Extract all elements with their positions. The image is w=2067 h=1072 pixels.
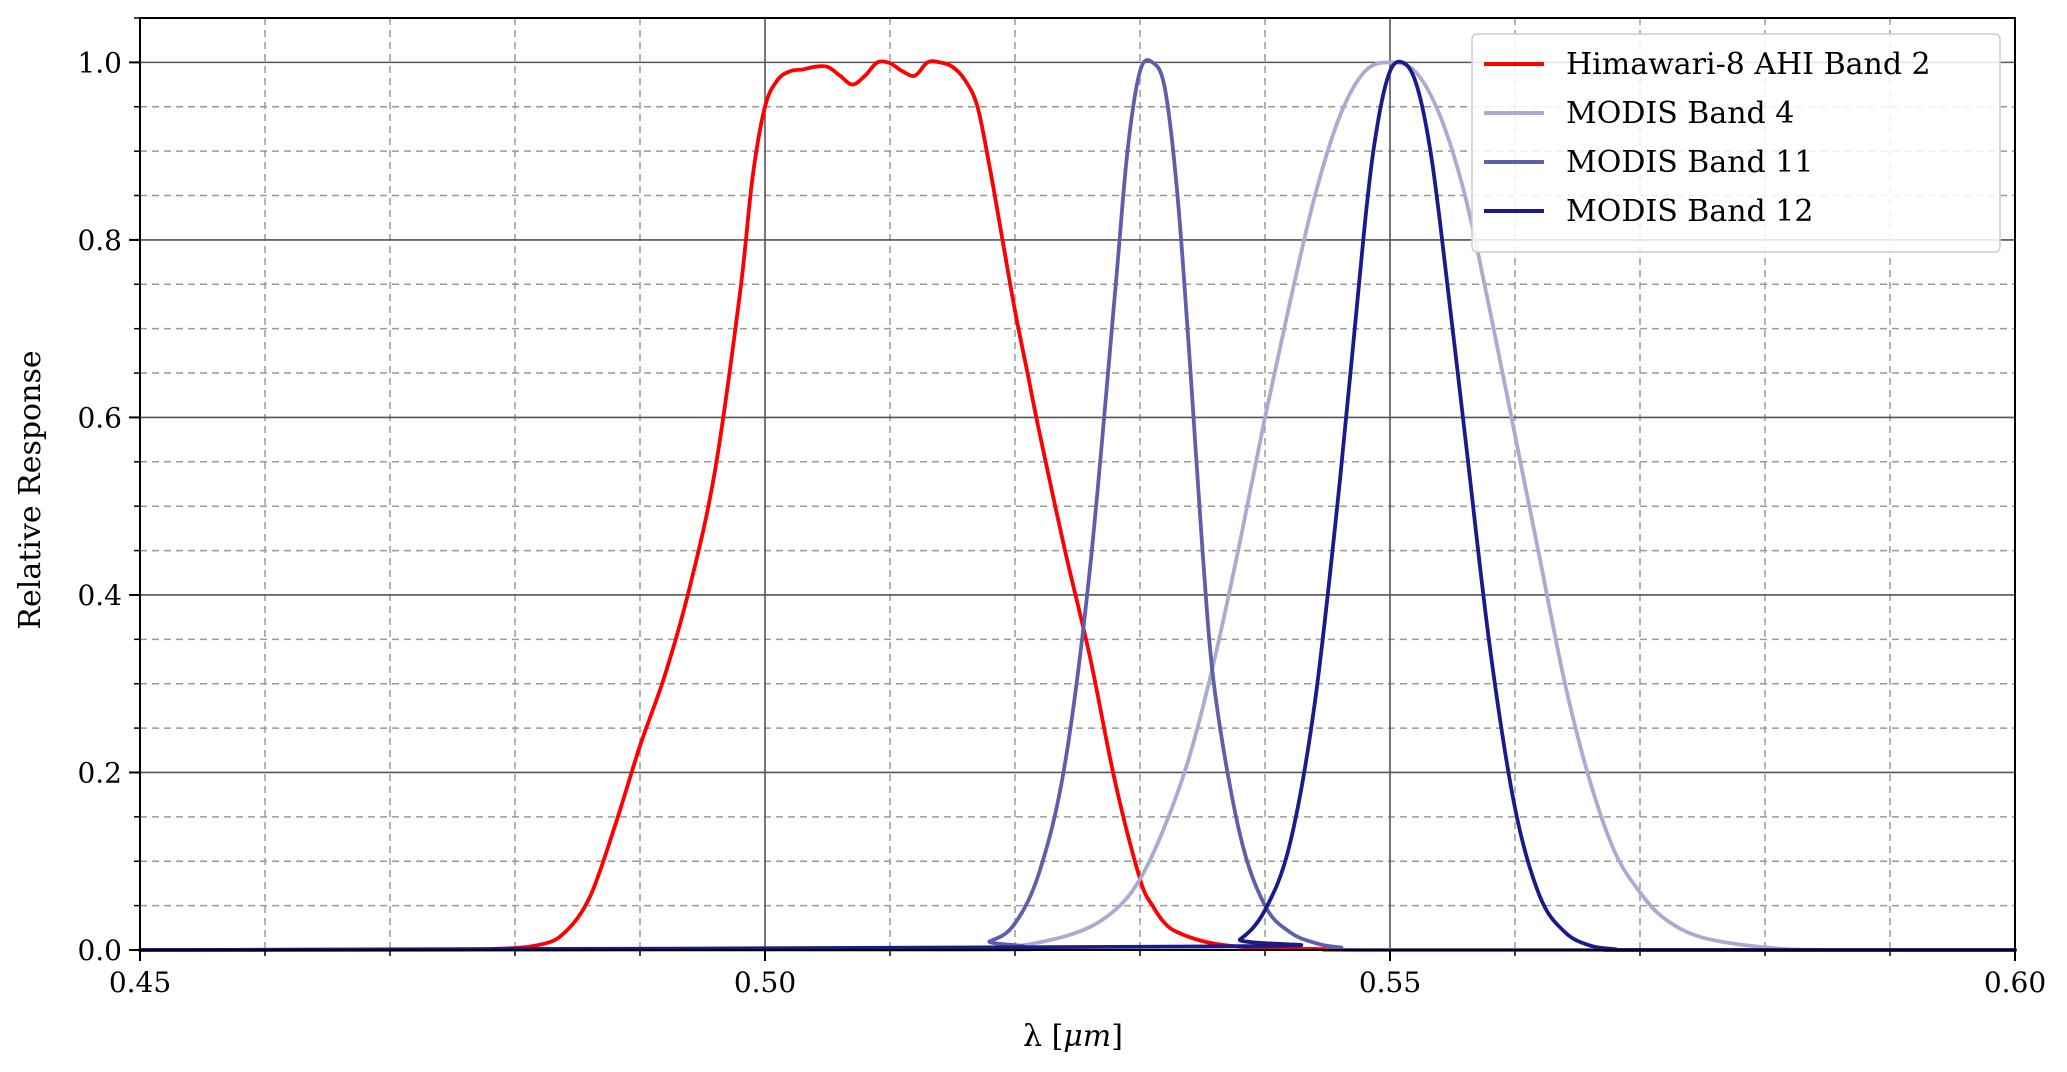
x-tick-label: 0.50 <box>734 966 796 999</box>
y-tick-label: 0.4 <box>77 579 122 612</box>
x-axis-label-prefix: λ [ <box>1023 1019 1063 1054</box>
series-line-himawari-8-ahi-band-2 <box>138 59 2017 952</box>
y-tick-label: 0.2 <box>77 756 122 789</box>
y-tick-label: 0.8 <box>77 224 122 257</box>
legend-label: Himawari-8 AHI Band 2 <box>1566 47 1931 82</box>
legend-box <box>1471 33 2001 253</box>
x-axis-label-suffix: ] <box>1111 1019 1123 1054</box>
x-axis-label: λ [μm] <box>1023 1019 1123 1054</box>
legend-label: MODIS Band 4 <box>1566 96 1794 131</box>
legend-label: MODIS Band 11 <box>1566 145 1813 180</box>
series-layer <box>138 58 2017 952</box>
x-tick-label: 0.45 <box>109 966 171 999</box>
x-tick-label: 0.60 <box>1984 966 2046 999</box>
x-tick-label: 0.55 <box>1359 966 1421 999</box>
y-tick-label: 0.0 <box>77 934 122 967</box>
y-axis-label: Relative Response <box>13 350 48 629</box>
y-tick-label: 0.6 <box>77 401 122 434</box>
y-tick-label: 1.0 <box>77 46 122 79</box>
legend: Himawari-8 AHI Band 2 MODIS Band 4 MODIS B… <box>1471 33 2001 253</box>
series-line-modis-band-11 <box>138 58 2017 952</box>
minor-grid <box>140 17 2015 950</box>
axis-ticks: 0.45 0.50 0.55 0.60 0.0 0.2 0.4 0.6 0.8 1.0 <box>77 17 2046 999</box>
legend-label: MODIS Band 12 <box>1566 194 1813 229</box>
x-axis-label-unit: μm <box>1063 1019 1111 1054</box>
series-line-modis-band-4 <box>138 60 2017 952</box>
plot-frame <box>139 17 2016 951</box>
series-line-modis-band-12 <box>138 59 2017 952</box>
